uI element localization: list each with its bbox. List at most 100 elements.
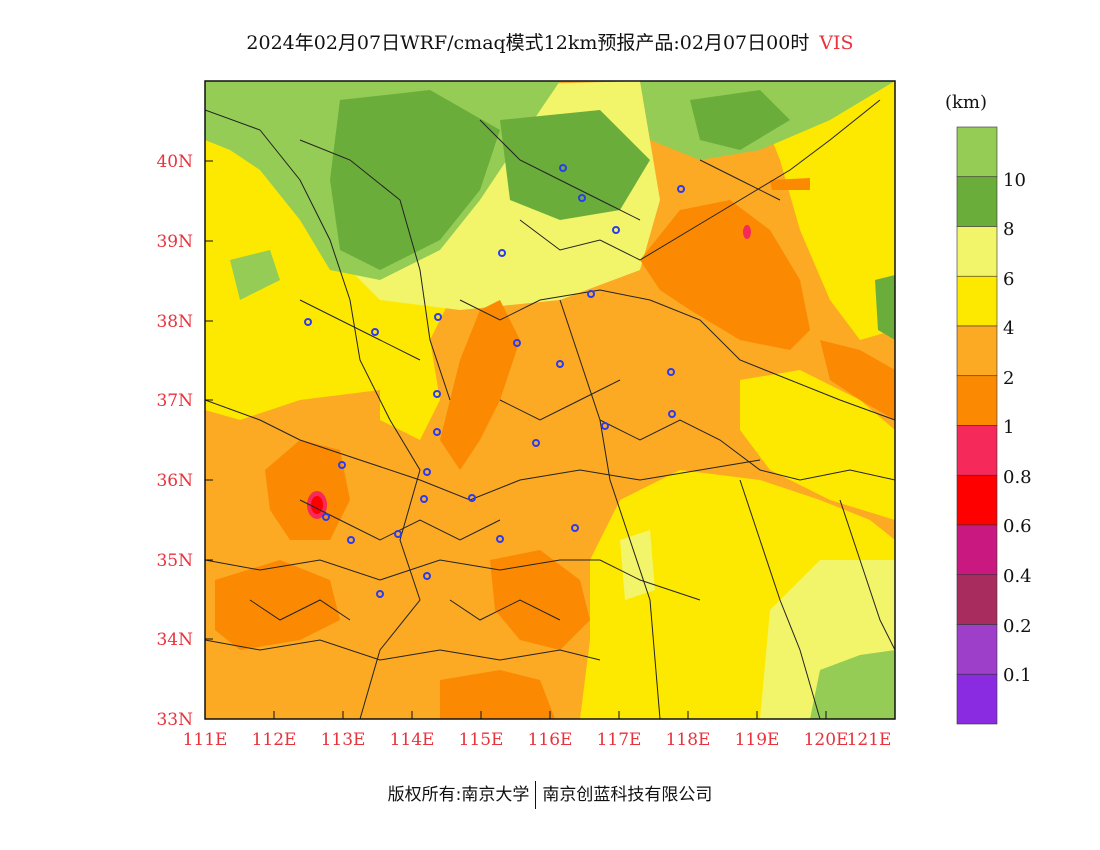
city-marker: [578, 194, 586, 202]
lat-labels: 40N 39N 38N 37N 36N 35N 34N 33N: [156, 152, 193, 730]
city-marker: [338, 461, 346, 469]
map-field: [205, 81, 895, 719]
colorbar-label: 8: [1003, 219, 1014, 240]
map-title: 2024年02月07日WRF/cmaq模式12km预报产品:02月07日00时 V…: [0, 28, 1100, 55]
colorbar-swatch: [956, 126, 998, 178]
city-marker: [423, 468, 431, 476]
colorbar-swatch: [956, 624, 998, 675]
city-marker: [556, 360, 564, 368]
city-marker: [376, 590, 384, 598]
city-marker: [394, 530, 402, 538]
city-marker: [667, 368, 675, 376]
colorbar-swatches: [956, 126, 998, 725]
colorbar-swatch: [956, 375, 998, 426]
copyright-footer: 版权所有:南京大学 南京创蓝科技有限公司: [0, 780, 1100, 809]
colorbar-swatch: [956, 226, 998, 277]
colorbar-unit: (km): [945, 92, 987, 113]
colorbar-label: 6: [1003, 269, 1014, 290]
city-marker: [433, 428, 441, 436]
colorbar-swatch: [956, 574, 998, 625]
lat-label: 39N: [156, 232, 193, 252]
lon-label: 118E: [666, 730, 711, 750]
field-green-west: [230, 250, 280, 300]
city-marker: [347, 536, 355, 544]
field-red-hotspot-1-core: [311, 496, 323, 514]
field-green-dark-northeast: [500, 110, 650, 220]
field-yellow-east2: [740, 370, 895, 520]
lat-label: 38N: [156, 312, 193, 332]
city-marker: [304, 318, 312, 326]
field-yellow-light-patch: [620, 530, 655, 600]
city-marker: [496, 535, 504, 543]
title-text: 2024年02月07日WRF/cmaq模式12km预报产品:02月07日00时: [246, 32, 810, 54]
lat-label: 36N: [156, 471, 193, 491]
city-marker: [434, 313, 442, 321]
city-marker: [322, 513, 330, 521]
colorbar-swatch: [956, 176, 998, 227]
field-orange-central: [440, 300, 520, 470]
lon-label: 120E: [804, 730, 849, 750]
colorbar-label: 0.8: [1003, 467, 1032, 488]
lon-label: 121E: [847, 730, 892, 750]
colorbar-label: 4: [1003, 318, 1014, 339]
field-orange-northeast-strip: [770, 178, 810, 190]
colorbar-label: 1: [1003, 417, 1014, 438]
city-marker: [668, 410, 676, 418]
colorbar-swatch: [956, 425, 998, 476]
field-yellow-east: [760, 81, 895, 340]
footer-separator: [535, 781, 537, 809]
colorbar-label: 10: [1003, 170, 1026, 191]
city-marker: [498, 249, 506, 257]
colorbar-swatch: [956, 275, 998, 327]
city-marker: [423, 572, 431, 580]
lon-label: 111E: [183, 730, 228, 750]
colorbar-label: 0.6: [1003, 516, 1032, 537]
copyright-company: 南京创蓝科技有限公司: [542, 785, 713, 805]
colorbar-labels: 10 8 6 4 2 1 0.8 0.6 0.4 0.2 0.1: [1003, 170, 1032, 686]
field-green-east-coast: [875, 275, 895, 340]
lat-label: 34N: [156, 630, 193, 650]
lon-labels: 111E 112E 113E 114E 115E 116E 117E 118E …: [183, 730, 892, 750]
city-marker: [532, 439, 540, 447]
field-orange-east: [820, 340, 895, 420]
field-red-hotspot-2: [743, 225, 751, 239]
city-marker: [587, 290, 595, 298]
city-marker: [571, 524, 579, 532]
city-marker: [468, 494, 476, 502]
city-marker: [601, 422, 609, 430]
lon-label: 116E: [528, 730, 573, 750]
colorbar-swatch: [956, 524, 998, 576]
city-markers: [304, 164, 685, 598]
lat-label: 35N: [156, 551, 193, 571]
colorbar-swatch: [956, 673, 998, 725]
lat-label: 37N: [156, 391, 193, 411]
axis-ticks: [204, 160, 827, 720]
colorbar: (km) 10 8 6 4 2 1 0.8 0.6 0.4 0.2 0.1: [945, 92, 1032, 725]
lat-label: 33N: [156, 710, 193, 730]
field-yellow-middle: [380, 340, 440, 440]
colorbar-label: 0.4: [1003, 566, 1032, 587]
field-orange-southmid: [440, 670, 555, 719]
field-orange-southwest: [215, 560, 340, 650]
lon-label: 117E: [597, 730, 642, 750]
city-marker: [371, 328, 379, 336]
city-marker: [612, 226, 620, 234]
lon-label: 115E: [459, 730, 504, 750]
colorbar-label: 2: [1003, 368, 1014, 389]
boundary-lines: [205, 99, 895, 719]
city-marker: [559, 164, 567, 172]
city-marker: [677, 185, 685, 193]
city-marker: [420, 495, 428, 503]
field-orange-northeast: [640, 200, 810, 350]
colorbar-label: 0.2: [1003, 616, 1032, 637]
city-marker: [513, 339, 521, 347]
field-green-dark-northeast2: [690, 90, 790, 150]
copyright-owner: 版权所有:南京大学: [387, 785, 530, 805]
field-green-dark-north: [330, 90, 500, 270]
lon-label: 112E: [252, 730, 297, 750]
field-green-southeast: [810, 650, 895, 719]
lat-label: 40N: [156, 152, 193, 172]
title-variable: VIS: [819, 32, 854, 54]
colorbar-label: 0.1: [1003, 665, 1032, 686]
